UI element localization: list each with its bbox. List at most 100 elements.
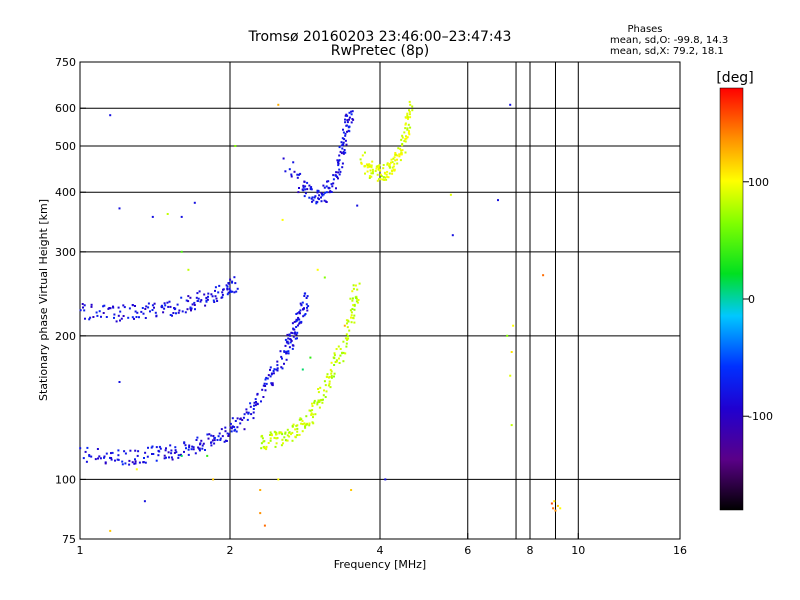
data-point: [506, 334, 509, 337]
data-point: [307, 305, 310, 308]
data-point: [397, 147, 400, 150]
data-point: [83, 309, 86, 312]
data-point: [318, 401, 321, 403]
data-point: [304, 188, 307, 191]
data-point: [313, 196, 316, 199]
colorbar: [deg] -100 0 100: [716, 70, 773, 511]
data-point: [330, 370, 333, 373]
data-point: [285, 358, 288, 361]
data-point: [326, 373, 329, 376]
data-point: [286, 434, 289, 437]
data-point: [325, 375, 328, 378]
data-point: [224, 426, 227, 429]
data-point: [281, 357, 283, 360]
data-point: [270, 433, 273, 436]
data-point: [278, 431, 281, 434]
data-point: [298, 311, 301, 313]
data-point: [408, 109, 410, 112]
data-point: [180, 454, 183, 457]
data-point: [234, 420, 237, 422]
data-point: [324, 191, 327, 194]
data-point: [188, 444, 191, 447]
data-point: [147, 306, 150, 309]
data-point: [351, 290, 354, 293]
data-point: [386, 175, 389, 178]
data-point: [243, 413, 246, 416]
data-point: [263, 524, 266, 527]
data-point: [379, 173, 382, 176]
data-point: [320, 196, 322, 199]
data-point: [96, 448, 99, 450]
data-point: [388, 164, 391, 167]
data-point: [344, 139, 347, 142]
data-point: [292, 327, 295, 330]
data-point: [288, 431, 291, 434]
data-point: [291, 332, 294, 335]
data-point: [245, 408, 248, 411]
data-point: [180, 250, 183, 253]
y-tick-label: 100: [55, 473, 76, 486]
data-point: [219, 439, 222, 441]
data-point: [227, 435, 230, 437]
data-point: [376, 179, 379, 182]
data-point: [277, 478, 280, 481]
data-point: [324, 396, 327, 398]
data-point: [396, 158, 398, 161]
data-point: [377, 168, 380, 171]
data-point: [353, 314, 356, 317]
data-point: [263, 445, 266, 448]
data-point: [313, 399, 316, 402]
data-point: [328, 376, 331, 378]
y-tick-label: 75: [62, 533, 76, 546]
data-point: [338, 357, 340, 360]
data-point: [384, 478, 387, 481]
data-point: [342, 360, 345, 363]
data-point: [234, 282, 237, 285]
data-point: [207, 295, 209, 298]
data-point: [116, 458, 119, 461]
data-point: [293, 332, 296, 335]
data-point: [151, 215, 154, 218]
data-point: [187, 448, 190, 451]
data-point: [344, 118, 346, 121]
data-point: [103, 304, 106, 307]
data-point: [284, 170, 287, 173]
data-point: [274, 431, 277, 434]
data-point: [294, 435, 297, 438]
data-point: [283, 436, 286, 439]
data-point: [291, 344, 294, 347]
data-point: [390, 158, 393, 161]
data-point: [451, 234, 454, 237]
data-point: [99, 457, 102, 460]
data-point: [192, 446, 195, 449]
data-point: [199, 442, 202, 445]
data-point: [291, 431, 294, 434]
data-point: [341, 351, 344, 354]
data-point: [408, 133, 411, 136]
data-point: [201, 447, 204, 450]
data-point: [309, 188, 312, 191]
data-point: [100, 315, 102, 318]
data-point: [509, 374, 512, 377]
data-point: [382, 164, 385, 166]
data-point: [86, 446, 89, 449]
data-point: [342, 340, 345, 343]
data-point: [303, 195, 306, 198]
data-point: [162, 311, 165, 314]
data-point: [280, 355, 283, 358]
data-point: [288, 168, 291, 171]
data-point: [335, 175, 338, 177]
data-point: [263, 440, 266, 443]
data-point: [252, 408, 255, 410]
data-point: [392, 165, 395, 168]
data-point: [191, 445, 194, 448]
data-point: [333, 375, 335, 378]
data-point: [122, 315, 125, 317]
data-point: [497, 199, 499, 202]
data-point: [151, 445, 154, 448]
data-point: [196, 436, 199, 439]
data-point: [358, 282, 361, 285]
data-point: [339, 354, 342, 357]
data-point: [275, 442, 278, 445]
